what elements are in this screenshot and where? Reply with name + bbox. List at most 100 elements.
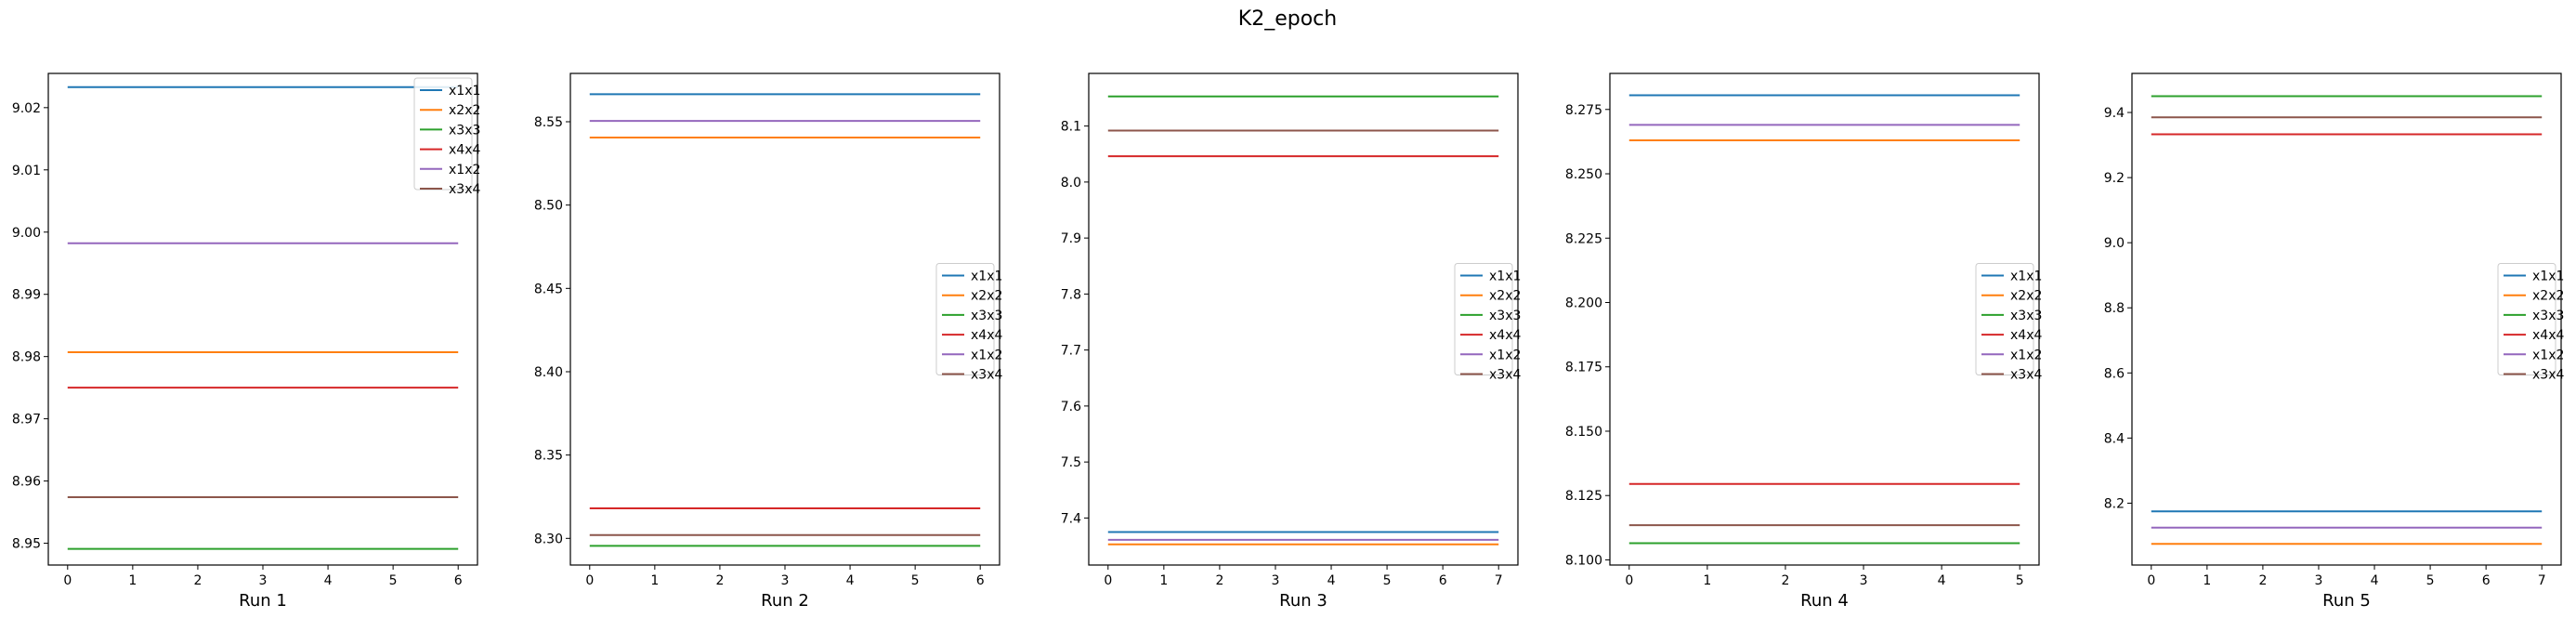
legend-label-x4x4: x4x4	[449, 143, 480, 158]
y-tick-label: 7.7	[1061, 344, 1081, 359]
x-tick-label: 5	[2426, 573, 2435, 588]
legend-label-x1x1: x1x1	[449, 84, 480, 99]
y-tick-label: 8.95	[12, 537, 41, 552]
y-tick-label: 8.55	[534, 115, 563, 130]
x-tick-label: 4	[2371, 573, 2379, 588]
x-tick-label: 3	[259, 573, 268, 588]
y-tick-label: 9.00	[12, 226, 41, 241]
y-tick-label: 7.5	[1061, 455, 1081, 470]
figure-title: K2_epoch	[1238, 7, 1337, 31]
axes-frame	[1088, 72, 1519, 566]
y-tick-label: 8.96	[12, 475, 41, 490]
y-tick-label: 7.8	[1061, 287, 1081, 302]
y-tick-label: 9.2	[2104, 171, 2125, 186]
legend: x1x1 x2x2 x3x3 x4x4 x1x2 x3x4	[2497, 263, 2564, 383]
legend-label-x1x2: x1x2	[2532, 348, 2564, 362]
x-tick-label: 2	[1781, 573, 1789, 588]
legend: x1x1 x2x2 x3x3 x4x4 x1x2 x3x4	[1454, 263, 1521, 383]
x-tick-label: 0	[585, 573, 594, 588]
legend: x1x1 x2x2 x3x3 x4x4 x1x2 x3x4	[1975, 263, 2042, 383]
y-tick-label: 8.8	[2104, 301, 2125, 316]
x-tick-label: 2	[193, 573, 202, 588]
x-tick-label: 0	[2147, 573, 2155, 588]
legend-box	[2497, 263, 2556, 375]
legend-label-x2x2: x2x2	[1489, 289, 1521, 304]
x-tick-label: 0	[1104, 573, 1112, 588]
y-tick-label: 8.125	[1565, 489, 1602, 504]
legend-label-x1x1: x1x1	[2532, 270, 2564, 284]
y-tick-label: 8.2	[2104, 496, 2125, 511]
y-tick-label: 9.01	[12, 164, 41, 178]
x-tick-label: 4	[846, 573, 855, 588]
legend-label-x4x4: x4x4	[2532, 328, 2564, 343]
x-tick-label: 5	[389, 573, 398, 588]
y-tick-label: 8.97	[12, 413, 41, 427]
legend-label-x1x2: x1x2	[1489, 348, 1521, 362]
subplot-5: 0 1 2 3 4 5 6 7 8.2 8.4 8.6 8.8 9.0 9.2 9.4 Run 5 x1x1 x2…	[2104, 72, 2564, 611]
y-tick-label: 8.6	[2104, 366, 2125, 381]
x-tick-label: 0	[63, 573, 72, 588]
subplot-4: 0 1 2 3 4 5 8.100 8.125 8.150 8.175 8.200 8.225 8.25…	[1565, 72, 2042, 611]
y-tick-label: 7.9	[1061, 231, 1081, 246]
x-tick-label: 2	[715, 573, 724, 588]
x-tick-label: 1	[128, 573, 137, 588]
legend-label-x1x1: x1x1	[2010, 270, 2042, 284]
y-tick-label: 9.4	[2104, 106, 2125, 121]
axes-frame	[47, 72, 478, 566]
y-tick-label: 8.0	[1061, 176, 1081, 191]
x-axis-label: Run 1	[239, 591, 287, 611]
legend-box	[1975, 263, 2034, 375]
x-tick-label: 3	[2315, 573, 2323, 588]
y-tick-label: 8.35	[534, 449, 563, 464]
axes-frame	[569, 72, 1000, 566]
y-tick-label: 8.50	[534, 199, 563, 214]
y-tick-label: 8.150	[1565, 425, 1602, 440]
y-tick-label: 8.4	[2104, 431, 2125, 446]
y-tick-label: 8.99	[12, 288, 41, 303]
x-tick-label: 1	[1703, 573, 1711, 588]
legend: x1x1 x2x2 x3x3 x4x4 x1x2 x3x4	[413, 77, 480, 197]
subplot-1: 0 1 2 3 4 5 6 8.95 8.96 8.97 8.98 8.99 9.00 9.01 9.02 R…	[12, 72, 480, 611]
legend-label-x4x4: x4x4	[2010, 328, 2042, 343]
x-tick-label: 3	[781, 573, 790, 588]
legend-label-x3x4: x3x4	[449, 182, 480, 197]
y-tick-label: 8.100	[1565, 553, 1602, 568]
axes-frame	[1609, 72, 2040, 566]
y-tick-label: 8.225	[1565, 231, 1602, 246]
y-tick-label: 8.200	[1565, 296, 1602, 310]
legend-box	[413, 77, 473, 191]
x-axis-label: Run 4	[1800, 591, 1849, 611]
x-tick-label: 1	[2203, 573, 2211, 588]
x-tick-label: 1	[650, 573, 659, 588]
x-tick-label: 0	[1625, 573, 1633, 588]
legend-label-x1x2: x1x2	[971, 348, 1002, 362]
x-tick-label: 1	[1159, 573, 1168, 588]
x-tick-label: 6	[2482, 573, 2491, 588]
y-tick-label: 8.30	[534, 532, 563, 546]
legend-label-x3x3: x3x3	[1489, 309, 1521, 323]
x-axis-label: Run 2	[761, 591, 809, 611]
subplot-grid: 0 1 2 3 4 5 68.958.968.978.988.999.009.019.02R…	[12, 72, 2564, 611]
legend: x1x1 x2x2 x3x3 x4x4 x1x2 x3x4	[935, 263, 1002, 383]
x-tick-label: 7	[1495, 573, 1503, 588]
x-tick-label: 6	[1439, 573, 1447, 588]
y-tick-label: 8.250	[1565, 167, 1602, 182]
legend-label-x3x3: x3x3	[449, 123, 480, 138]
y-tick-label: 8.175	[1565, 361, 1602, 375]
y-tick-label: 9.0	[2104, 236, 2125, 251]
y-tick-label: 8.45	[534, 282, 563, 296]
y-tick-label: 8.275	[1565, 103, 1602, 118]
legend-label-x3x3: x3x3	[2010, 309, 2042, 323]
x-tick-label: 3	[1860, 573, 1868, 588]
legend-label-x3x3: x3x3	[971, 309, 1002, 323]
legend-box	[935, 263, 995, 375]
y-tick-label: 8.40	[534, 365, 563, 380]
y-tick-label: 8.1	[1061, 120, 1081, 135]
legend-label-x3x4: x3x4	[2010, 368, 2042, 383]
y-tick-label: 7.4	[1061, 511, 1081, 526]
x-tick-label: 6	[976, 573, 985, 588]
x-tick-label: 5	[2016, 573, 2024, 588]
x-axis-label: Run 3	[1279, 591, 1327, 611]
x-tick-label: 5	[1383, 573, 1392, 588]
